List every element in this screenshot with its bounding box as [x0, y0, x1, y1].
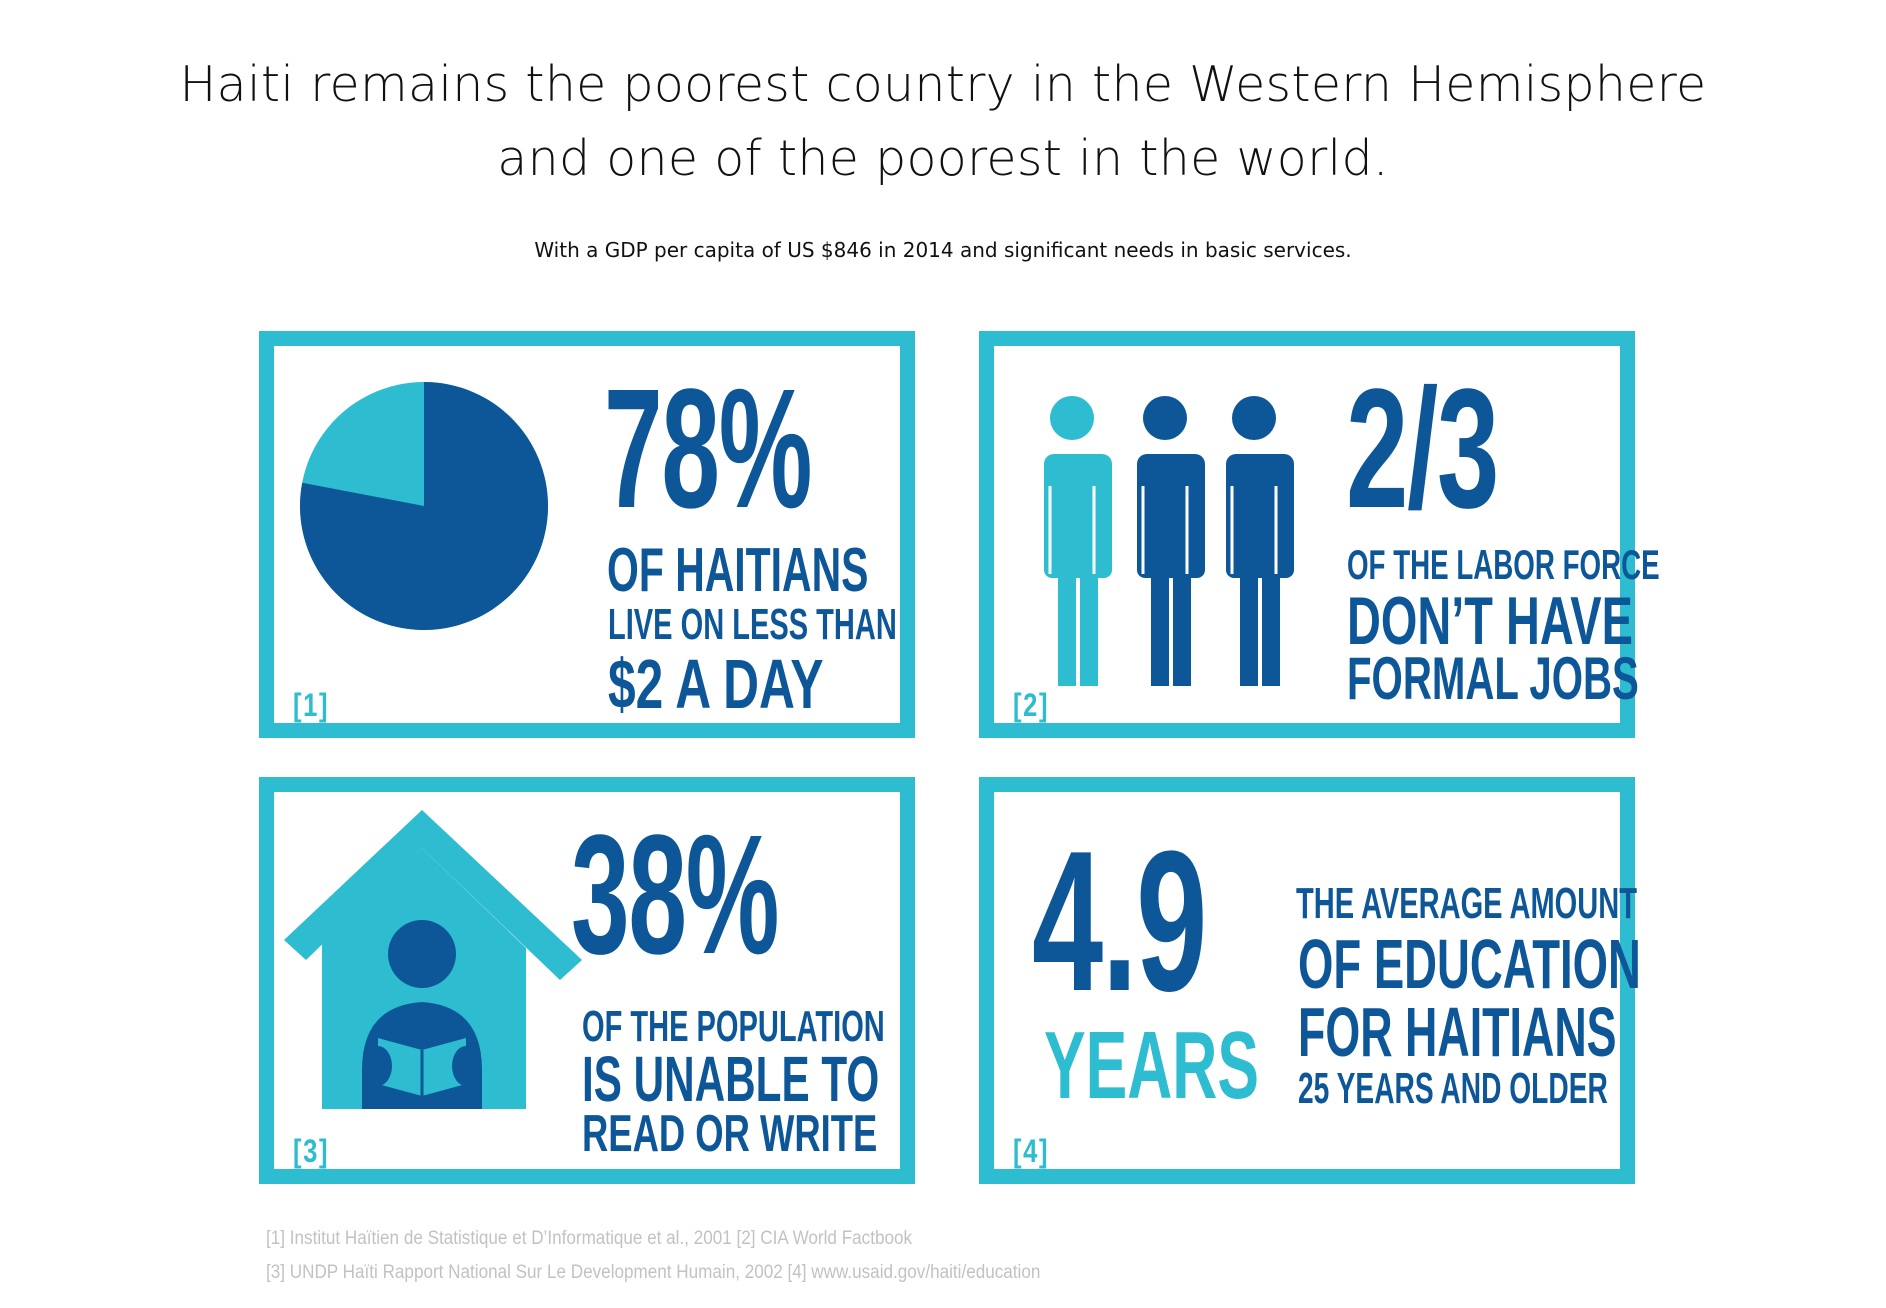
stat-line-1: OF THE POPULATION — [582, 1002, 885, 1051]
house-reader-icon — [284, 810, 582, 1109]
title-line-1: Haiti remains the poorest country in the… — [179, 56, 1707, 113]
reference-2: [2] — [1013, 687, 1050, 723]
sources-line-2: [3] UNDP Haïti Rapport National Sur Le D… — [266, 1262, 1041, 1283]
panel-labor-force: 2/3 OF THE LABOR FORCE DON’T HAVE FORMAL… — [979, 331, 1660, 738]
stat-line-3: $2 A DAY — [608, 645, 824, 723]
sources-line-1: [1] Institut Haïtien de Statistique et D… — [266, 1228, 913, 1249]
panel-education: 4.9 YEARS THE AVERAGE AMOUNT OF EDUCATIO… — [979, 777, 1641, 1184]
stat-line-1: OF HAITIANS — [607, 536, 869, 605]
subtitle: With a GDP per capita of US $846 in 2014… — [534, 238, 1352, 262]
reference-1: [1] — [293, 687, 330, 723]
stat-line-3: FOR HAITIANS — [1298, 993, 1617, 1071]
page-title: Haiti remains the poorest country in the… — [0, 48, 1886, 196]
stat-line-3: FORMAL JOBS — [1347, 645, 1639, 712]
stat-line-2: LIVE ON LESS THAN — [608, 600, 897, 649]
person-2 — [1135, 396, 1205, 686]
stat-line-2: OF EDUCATION — [1298, 925, 1641, 1003]
stat-38-percent: 38% — [571, 800, 779, 990]
stat-line-4: 25 YEARS AND OLDER — [1298, 1064, 1608, 1113]
stat-line-3: READ OR WRITE — [582, 1105, 878, 1163]
stat-line-1: OF THE LABOR FORCE — [1347, 541, 1660, 588]
stat-line-2: IS UNABLE TO — [582, 1043, 880, 1115]
people-icon — [1042, 396, 1294, 686]
stat-unit-years: YEARS — [1044, 1012, 1259, 1119]
pie-chart-icon — [300, 382, 549, 630]
person-3 — [1224, 396, 1294, 686]
reference-4: [4] — [1013, 1133, 1050, 1169]
pie-slice-majority — [300, 382, 549, 630]
title-line-2: and one of the poorest in the world. — [497, 130, 1389, 187]
reference-3: [3] — [293, 1133, 330, 1169]
panel-literacy: 38% OF THE POPULATION IS UNABLE TO READ … — [259, 777, 915, 1184]
stat-4-9: 4.9 — [1032, 810, 1207, 1033]
stat-line-2: DON’T HAVE — [1347, 583, 1633, 659]
stat-78-percent: 78% — [604, 354, 812, 544]
person-highlighted — [1042, 396, 1112, 686]
panel-poverty: 78% OF HAITIANS LIVE ON LESS THAN $2 A D… — [259, 331, 915, 738]
stat-two-thirds: 2/3 — [1346, 354, 1499, 544]
stat-line-1: THE AVERAGE AMOUNT — [1296, 879, 1637, 928]
